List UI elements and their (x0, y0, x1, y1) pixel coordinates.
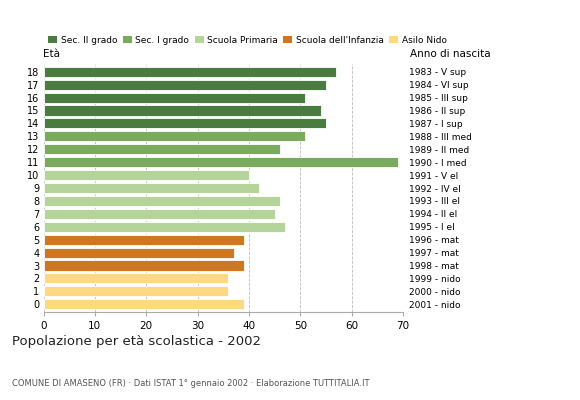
Bar (44, 222, 285, 232)
Text: Età: Età (44, 49, 60, 59)
Bar (44, 170, 249, 180)
Text: Anno di nascita: Anno di nascita (410, 49, 491, 59)
Text: Popolazione per età scolastica - 2002: Popolazione per età scolastica - 2002 (12, 335, 260, 348)
Bar (44, 260, 244, 270)
Bar (44, 183, 259, 193)
Bar (44, 106, 321, 116)
Bar (44, 144, 280, 154)
Bar (44, 67, 336, 77)
Text: COMUNE DI AMASENO (FR) · Dati ISTAT 1° gennaio 2002 · Elaborazione TUTTITALIA.IT: COMUNE DI AMASENO (FR) · Dati ISTAT 1° g… (12, 379, 369, 388)
Bar (44, 248, 234, 258)
Bar (44, 273, 229, 284)
Bar (44, 286, 229, 296)
Bar (44, 131, 306, 141)
Legend: Sec. II grado, Sec. I grado, Scuola Primaria, Scuola dell'Infanzia, Asilo Nido: Sec. II grado, Sec. I grado, Scuola Prim… (48, 36, 447, 45)
Bar (44, 299, 244, 309)
Bar (44, 209, 275, 219)
Bar (44, 92, 306, 103)
Bar (44, 196, 280, 206)
Bar (44, 235, 244, 245)
Bar (44, 80, 326, 90)
Bar (44, 157, 398, 167)
Bar (44, 118, 326, 128)
